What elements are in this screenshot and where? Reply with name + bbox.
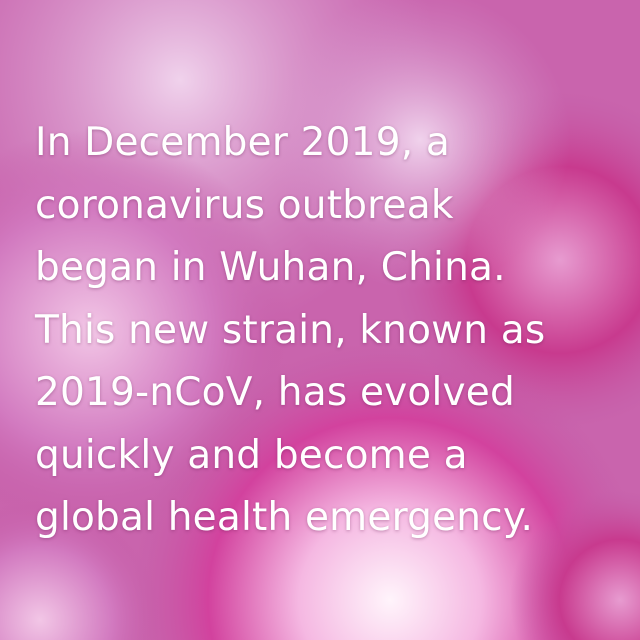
caption: In December 2019, a coronavirus outbreak b… [35, 112, 545, 550]
caption-line: global health emergency. [35, 495, 534, 540]
caption-line: coronavirus outbreak [35, 182, 454, 228]
caption-line: In December 2019, a [35, 120, 450, 165]
caption-line: This new strain, known as [35, 307, 546, 353]
caption-line: quickly and become a [35, 432, 468, 478]
caption-line: 2019-nCoV, has evolved [35, 370, 515, 415]
caption-line: began in Wuhan, China. [35, 245, 506, 290]
